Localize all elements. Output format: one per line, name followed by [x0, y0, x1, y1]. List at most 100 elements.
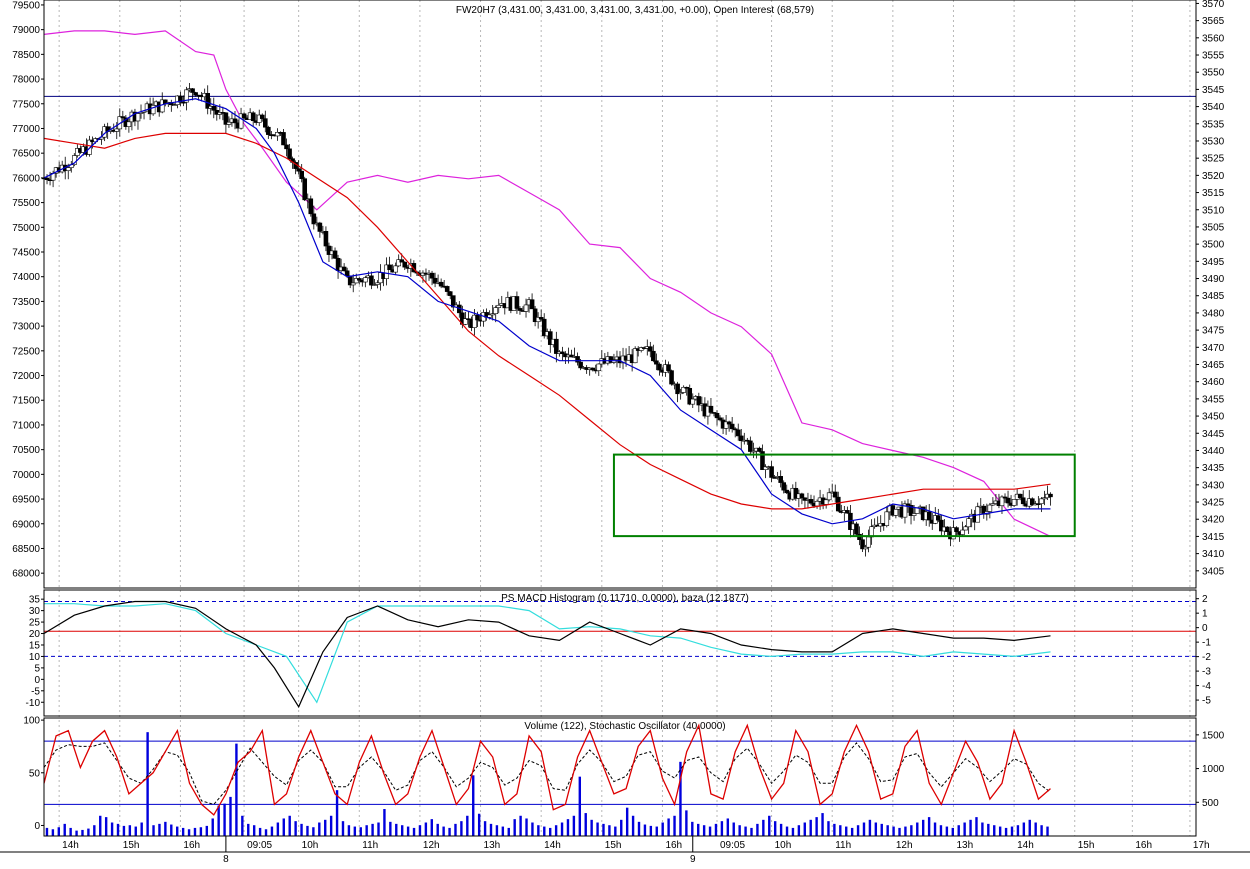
price-right-axis-tick-label: 3455: [1202, 394, 1225, 405]
volume-bar: [602, 823, 605, 836]
macd-left-axis-tick-label: 10: [29, 652, 41, 663]
macd-left-axis-tick-label: 20: [29, 629, 41, 640]
volume-bar: [762, 819, 765, 836]
range-box: [612, 453, 1076, 538]
candle-body: [438, 281, 444, 287]
volume-bar: [282, 818, 285, 836]
volume-bar: [164, 821, 167, 836]
volume-bar: [377, 822, 380, 836]
volume-bar: [294, 821, 297, 836]
volume-bar: [519, 815, 522, 836]
volume-bar: [1040, 825, 1043, 836]
x-tick-label: 15h: [605, 840, 622, 851]
candle-body: [369, 275, 374, 286]
candle-body: [714, 412, 720, 419]
candle-body: [353, 278, 359, 284]
volume-bar: [359, 827, 362, 836]
volume-bar: [845, 826, 848, 836]
candle-body: [690, 398, 696, 405]
candle-body: [769, 466, 774, 478]
volume-bar: [702, 825, 706, 836]
price-left-axis-tick-label: 69000: [12, 519, 40, 530]
candle-body: [120, 116, 126, 119]
candle-body: [356, 278, 362, 281]
price-right-axis-tick-label: 3555: [1202, 51, 1225, 62]
candle-body: [475, 314, 480, 321]
volume-bar: [93, 825, 96, 836]
volume-bar: [128, 825, 132, 836]
volume-bar: [466, 815, 469, 836]
candle-body: [960, 529, 965, 535]
volume-bar: [898, 827, 901, 836]
macd-right-axis-tick-label: -4: [1202, 681, 1211, 692]
volume-bar: [513, 819, 516, 836]
volume-bar: [418, 825, 422, 836]
price-left-axis-tick-label: 71000: [12, 420, 40, 431]
volume-bar: [951, 827, 954, 836]
candle-body: [126, 121, 132, 127]
candle-body: [590, 367, 596, 371]
volume-bar: [779, 823, 783, 836]
volume-bar: [57, 827, 61, 836]
x-tick-label: 10h: [775, 840, 792, 851]
volume-bar: [483, 821, 487, 836]
candle-body: [826, 492, 832, 501]
price-right-axis-tick-label: 3495: [1202, 257, 1225, 268]
candle-body: [393, 265, 398, 273]
volume-bar: [329, 815, 333, 836]
volume-bar: [412, 827, 416, 836]
candle-body: [596, 363, 602, 371]
price-right-axis-tick-label: 3570: [1202, 0, 1225, 10]
volume-bar: [880, 823, 883, 836]
candle-body: [296, 168, 301, 172]
volume-bar: [904, 826, 907, 836]
candle-body: [135, 113, 141, 122]
stochastic-k-line: [43, 723, 1051, 816]
x-tick-label: 14h: [1017, 840, 1034, 851]
candle-body: [866, 536, 871, 548]
stochastic-d-line: [43, 742, 1051, 805]
volume-bar: [987, 823, 990, 836]
volume-bar: [472, 775, 475, 836]
candle-body: [729, 423, 735, 430]
candle-body: [259, 114, 265, 119]
volume-bar: [495, 825, 499, 836]
volume-bar: [708, 826, 712, 836]
price-left-axis-tick-label: 74500: [12, 248, 40, 259]
candle-body: [893, 508, 899, 516]
volume-bar: [288, 815, 291, 836]
x-tick-label: 15h: [123, 840, 140, 851]
candle-body: [302, 178, 308, 201]
volume-bar: [560, 822, 564, 836]
price-right-axis-tick-label: 3460: [1202, 377, 1225, 388]
volume-bar: [477, 813, 481, 836]
price-right-axis-tick-label: 3425: [1202, 498, 1225, 509]
candle-body: [990, 503, 996, 506]
candle-body: [987, 504, 993, 512]
candle-body: [999, 496, 1005, 507]
volume-bar: [318, 822, 321, 836]
volume-bar: [525, 818, 528, 836]
candle-body: [514, 296, 520, 309]
volume-bar: [406, 826, 410, 836]
volume-bar: [400, 825, 404, 836]
price-panel: [41, 30, 1196, 557]
volume-bar: [714, 823, 718, 836]
candle-body: [275, 132, 280, 137]
volume-bar: [839, 825, 842, 836]
candle-body: [678, 392, 683, 395]
stoch-left-axis-tick-label: 100: [23, 716, 40, 727]
candle-body: [554, 338, 559, 354]
volume-bar: [957, 825, 960, 836]
volume-bar: [489, 823, 493, 836]
volume-bar: [424, 822, 428, 836]
candle-body: [308, 198, 314, 215]
candle-body: [232, 118, 238, 124]
volume-bar: [910, 825, 913, 836]
volume-bar: [1046, 826, 1049, 836]
candle-body: [708, 405, 714, 413]
price-left-axis-tick-label: 74000: [12, 272, 40, 283]
candle-body: [939, 519, 944, 532]
volume-bar: [933, 822, 937, 836]
